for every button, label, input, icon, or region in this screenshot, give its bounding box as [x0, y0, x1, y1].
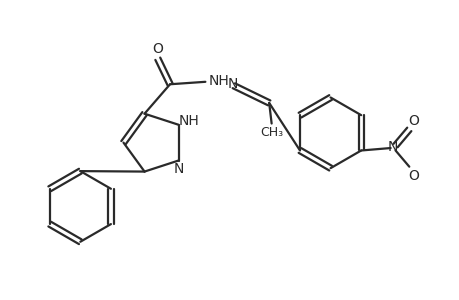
Text: O: O — [152, 42, 163, 56]
Text: O: O — [407, 114, 418, 128]
Text: CH₃: CH₃ — [259, 126, 283, 139]
Text: N: N — [173, 162, 183, 176]
Text: N: N — [387, 140, 397, 154]
Text: NH: NH — [179, 114, 199, 128]
Text: N: N — [227, 77, 238, 91]
Text: NH: NH — [208, 74, 229, 88]
Text: O: O — [407, 169, 418, 182]
